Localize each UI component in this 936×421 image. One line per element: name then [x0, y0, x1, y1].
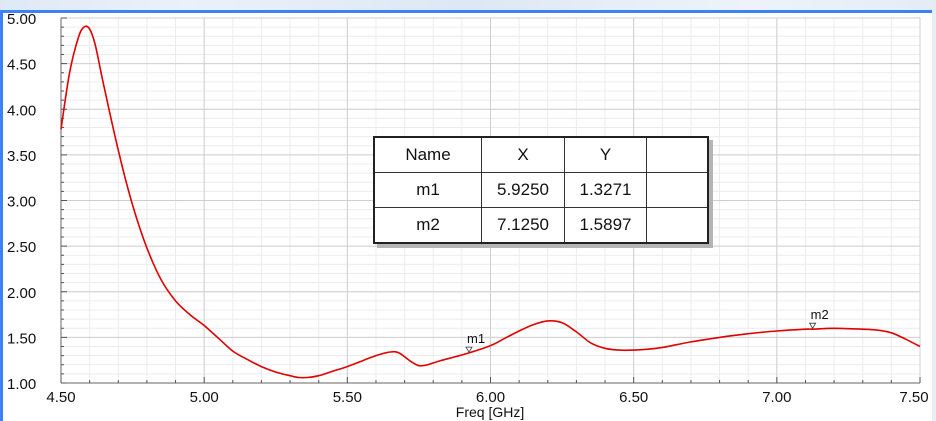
marker-label: m2: [811, 307, 829, 322]
x-tick-label: 6.00: [476, 389, 505, 406]
cell-x: 5.9250: [481, 172, 565, 208]
header-extra: [646, 136, 709, 173]
cell-y: 1.3271: [564, 172, 647, 208]
y-tick-label: 3.50: [7, 148, 36, 165]
x-tick-label: 4.50: [46, 389, 75, 406]
x-tick-label: 5.50: [333, 389, 362, 406]
table-row: m1 5.9250 1.3271: [373, 172, 709, 208]
major-grid: [60, 17, 921, 384]
header-x: X: [481, 136, 565, 173]
y-tick-label: 1.00: [7, 376, 36, 393]
series-group: [60, 25, 921, 379]
x-axis-label: Freq [GHz]: [456, 404, 524, 420]
y-tick-label: 3.00: [7, 194, 36, 211]
y-tick-label: 4.00: [7, 102, 36, 119]
header-name: Name: [373, 136, 482, 173]
marker-table-header: Name X Y: [373, 136, 709, 173]
marker-table: Name X Y m1 5.9250 1.3271 m2 7.1250 1.58…: [373, 136, 709, 244]
x-tick-label: 7.00: [762, 389, 791, 406]
x-tick-label: 5.00: [190, 389, 219, 406]
cell-extra: [646, 207, 709, 244]
cell-extra: [646, 172, 709, 208]
y-tick-label: 2.00: [7, 285, 36, 302]
marker-triangle: [465, 346, 473, 353]
y-tick-label: 2.50: [7, 239, 36, 256]
marker-group: m1 m2: [465, 307, 829, 353]
window-accent-line: [0, 10, 936, 13]
x-tick-label: 7.50: [899, 389, 928, 406]
y-tick-label: 5.00: [7, 11, 36, 28]
table-row: m2 7.1250 1.5897: [373, 207, 709, 244]
marker-label: m1: [467, 331, 485, 346]
y-tick-label: 1.50: [7, 330, 36, 347]
y-tick-label: 4.50: [7, 57, 36, 74]
window-top-bar: [0, 0, 936, 12]
window-right-border: [932, 10, 936, 421]
cell-name: m1: [373, 172, 482, 208]
series-line: [60, 25, 921, 379]
window-left-border: [0, 10, 3, 421]
cell-y: 1.5897: [564, 207, 647, 244]
cell-name: m2: [373, 207, 482, 244]
tick-marks: [60, 17, 921, 384]
header-y: Y: [564, 136, 647, 173]
marker-triangle: [808, 322, 817, 329]
cell-x: 7.1250: [481, 207, 565, 244]
tick-labels: 4.50 5.00 5.50 6.00 6.50 7.00 7.50 1.00 1.50 2.00…: [7, 11, 929, 406]
x-tick-label: 6.50: [619, 389, 648, 406]
